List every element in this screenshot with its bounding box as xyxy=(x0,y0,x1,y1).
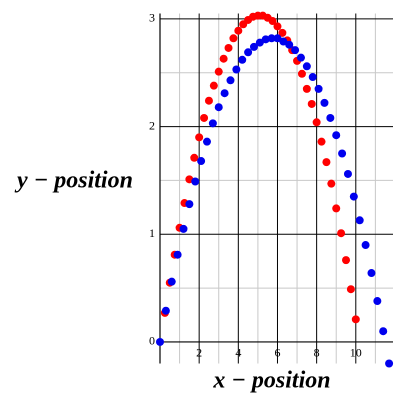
point xyxy=(367,269,376,278)
point xyxy=(355,216,364,225)
point xyxy=(173,250,182,259)
point xyxy=(332,204,341,213)
point xyxy=(307,99,316,108)
point xyxy=(317,137,326,146)
point xyxy=(351,315,360,324)
point xyxy=(185,200,194,209)
point xyxy=(337,229,346,238)
point xyxy=(244,48,253,57)
point xyxy=(200,113,209,122)
point xyxy=(322,158,331,167)
point xyxy=(238,55,247,64)
point xyxy=(167,277,176,286)
y-tick-label: 0 xyxy=(149,334,155,348)
point xyxy=(190,153,199,162)
point xyxy=(232,65,241,74)
point xyxy=(327,179,336,188)
x-axis-label: x − position xyxy=(212,368,330,394)
point xyxy=(214,103,223,112)
point xyxy=(338,149,347,158)
point xyxy=(373,297,382,306)
point xyxy=(268,17,277,26)
point xyxy=(161,306,170,315)
point xyxy=(255,38,264,47)
x-tick-label: 4 xyxy=(235,346,241,360)
x-tick-label: 2 xyxy=(196,346,202,360)
point xyxy=(204,96,213,105)
point xyxy=(302,84,311,93)
point xyxy=(197,157,206,166)
point xyxy=(326,113,335,122)
point xyxy=(385,359,394,368)
point xyxy=(208,119,217,128)
point xyxy=(346,285,355,294)
y-tick-label: 3 xyxy=(149,11,155,25)
point xyxy=(273,22,282,31)
point xyxy=(342,256,351,265)
point xyxy=(320,98,329,107)
point xyxy=(278,28,287,37)
point xyxy=(379,327,388,336)
point xyxy=(332,131,341,140)
point xyxy=(195,133,204,142)
point xyxy=(179,224,188,233)
point xyxy=(202,137,211,146)
point xyxy=(214,67,223,76)
point xyxy=(229,34,238,43)
point xyxy=(312,118,321,127)
x-tick-label: 8 xyxy=(314,346,320,360)
point xyxy=(279,37,288,46)
point xyxy=(308,73,317,82)
point xyxy=(291,46,300,55)
point xyxy=(361,241,370,250)
point xyxy=(302,62,311,71)
point xyxy=(220,89,229,98)
point xyxy=(267,34,276,43)
point xyxy=(349,192,358,201)
point xyxy=(226,76,235,85)
point xyxy=(219,54,228,63)
point xyxy=(209,81,218,90)
point xyxy=(285,40,294,49)
point xyxy=(343,169,352,178)
y-tick-label: 2 xyxy=(149,118,155,132)
point xyxy=(191,177,200,186)
point xyxy=(314,84,323,93)
y-axis-label: y − position xyxy=(14,168,133,194)
point xyxy=(156,337,164,346)
point xyxy=(234,26,243,35)
point xyxy=(273,34,282,43)
x-tick-label: 6 xyxy=(274,346,280,360)
point xyxy=(296,53,305,62)
point xyxy=(224,43,233,52)
y-tick-label: 1 xyxy=(149,226,155,240)
point xyxy=(249,42,258,51)
point xyxy=(297,69,306,78)
x-tick-label: 10 xyxy=(350,346,362,360)
